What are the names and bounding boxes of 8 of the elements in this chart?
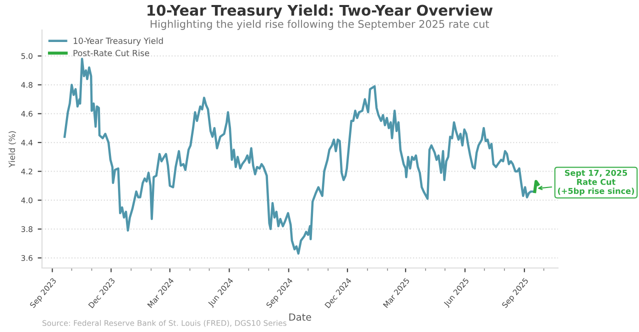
x-axis-title: Date — [289, 314, 312, 321]
chart-subtitle: Highlighting the yield rise following the September 2025 rate cut — [150, 20, 490, 30]
legend-label: Post-Rate Cut Rise — [74, 50, 150, 56]
line-series — [63, 58, 536, 255]
annotation: Sept 17, 2025 Rate Cut (+5bp rise since) — [558, 170, 634, 196]
legend-label: 10-Year Treasury Yield — [74, 38, 163, 46]
chart-title: 10-Year Treasury Yield: Two-Year Overview — [148, 4, 493, 19]
y-axis-title: Yield (%) — [8, 131, 16, 168]
